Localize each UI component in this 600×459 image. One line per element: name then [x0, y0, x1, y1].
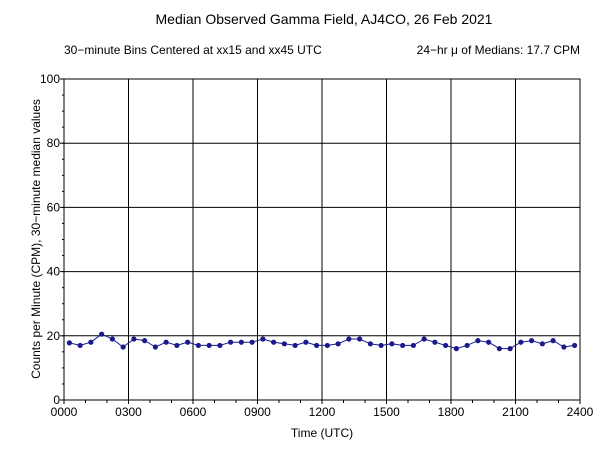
y-tick-label: 40 [47, 265, 61, 279]
x-tick-label: 1800 [438, 405, 465, 419]
data-point [464, 342, 470, 349]
x-tick-label: 2400 [567, 405, 594, 419]
data-point [421, 336, 427, 342]
data-point [389, 341, 395, 347]
chart-title: Median Observed Gamma Field, AJ4CO, 26 F… [156, 11, 493, 27]
data-point [496, 346, 502, 352]
chart-subtitle-bins: 30−minute Bins Centered at xx15 and xx45… [64, 43, 322, 57]
x-tick-label: 1200 [309, 405, 336, 419]
data-point [314, 342, 320, 349]
data-series [66, 331, 578, 352]
y-axis-label: Counts per Minute (CPM), 30−minute media… [29, 99, 43, 379]
x-tick-label: 1500 [373, 405, 400, 419]
data-point [217, 342, 223, 349]
data-point [109, 336, 115, 342]
data-point [561, 344, 567, 350]
data-point [410, 342, 416, 349]
data-point [518, 339, 524, 345]
data-point [335, 341, 341, 347]
data-point [303, 339, 309, 345]
data-point [174, 342, 180, 349]
x-axis-label: Time (UTC) [291, 426, 353, 440]
data-point [88, 339, 94, 345]
data-point [324, 342, 330, 349]
data-point [443, 342, 449, 349]
data-point [131, 336, 137, 342]
data-point [572, 342, 578, 349]
data-point [507, 346, 513, 352]
data-point [550, 338, 556, 344]
y-tick-label: 0 [53, 393, 60, 407]
data-point [260, 336, 266, 342]
data-point [249, 339, 255, 345]
data-point [357, 336, 363, 342]
data-point [206, 342, 212, 349]
data-point [367, 341, 373, 347]
data-point [529, 338, 535, 344]
data-point [228, 339, 234, 345]
data-point [539, 341, 545, 347]
data-point [432, 339, 438, 345]
data-point [346, 336, 352, 342]
data-point [453, 346, 459, 352]
data-point [292, 342, 298, 349]
data-point [475, 338, 481, 344]
y-axis-ticks: 0 20 40 60 80 100 [40, 72, 64, 407]
data-point [152, 344, 158, 350]
data-point [486, 339, 492, 345]
data-point [195, 342, 201, 349]
data-point [185, 339, 191, 345]
chart-subtitle-mean: 24−hr μ of Medians: 17.7 CPM [417, 43, 580, 57]
data-point [271, 339, 277, 345]
x-tick-label: 2100 [502, 405, 529, 419]
x-tick-label: 0300 [115, 405, 142, 419]
x-tick-label: 0000 [51, 405, 78, 419]
data-point [120, 344, 126, 350]
x-tick-label: 0600 [180, 405, 207, 419]
data-point [77, 342, 83, 349]
data-point [142, 338, 148, 344]
y-tick-label: 80 [47, 136, 61, 150]
x-axis-ticks: 0000 0300 0600 0900 1200 1500 1800 2100 2400 [51, 400, 594, 419]
data-point [378, 342, 384, 349]
data-point [99, 331, 105, 337]
y-tick-label: 20 [47, 329, 61, 343]
data-point [163, 339, 169, 345]
x-tick-label: 0900 [244, 405, 271, 419]
data-point [400, 342, 406, 349]
y-tick-label: 60 [47, 200, 61, 214]
data-point [238, 339, 244, 345]
data-point [281, 341, 287, 347]
data-point [66, 340, 72, 346]
y-tick-label: 100 [40, 72, 60, 86]
